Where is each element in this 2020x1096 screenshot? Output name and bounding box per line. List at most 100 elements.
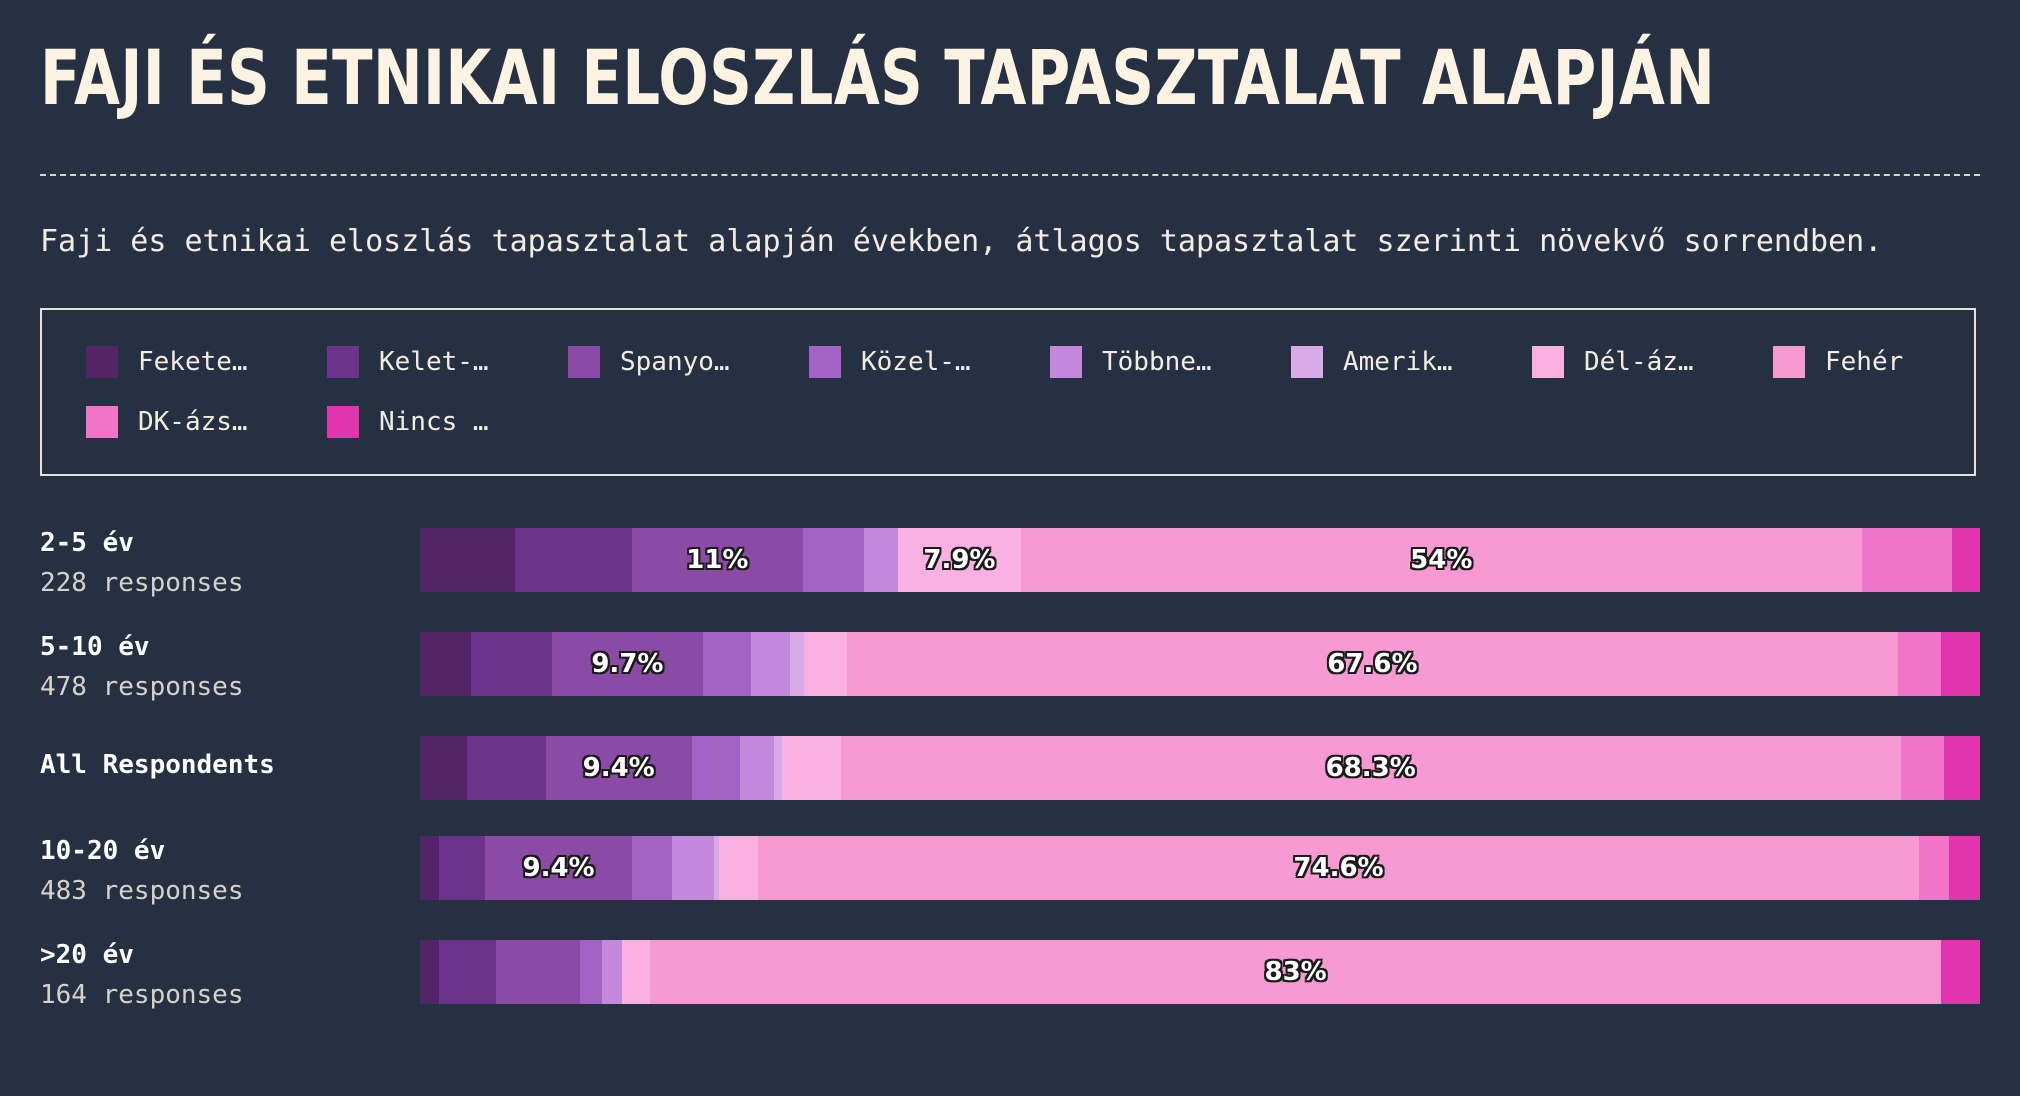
row-label: >20 év: [40, 940, 134, 970]
bar-segment[interactable]: 11%: [631, 528, 803, 592]
bar-segment[interactable]: 68.3%: [840, 736, 1901, 800]
bar-segment[interactable]: [631, 836, 673, 900]
bar-segment[interactable]: [420, 632, 472, 696]
title-divider: [40, 174, 1980, 176]
data-label: 67.6%: [1327, 649, 1418, 679]
legend-label: Spanyo…: [620, 347, 730, 377]
legend-swatch: [86, 406, 118, 438]
data-label: 68.3%: [1325, 753, 1416, 783]
bar-segment[interactable]: [622, 940, 651, 1004]
legend-label: Amerik…: [1343, 347, 1453, 377]
bar-segment[interactable]: [420, 940, 439, 1004]
legend-swatch: [568, 346, 600, 378]
row-response-count: 478 responses: [40, 672, 244, 702]
legend-label: Kelet-…: [379, 347, 489, 377]
legend-label: Fehér: [1825, 347, 1904, 377]
bar-segment[interactable]: [1951, 528, 1980, 592]
bar-segment[interactable]: [1900, 736, 1945, 800]
bar-segment[interactable]: 9.4%: [545, 736, 692, 800]
data-label: 9.4%: [522, 853, 595, 883]
bar-segment[interactable]: [601, 940, 623, 1004]
bar-segment[interactable]: [863, 528, 898, 592]
bar-segment[interactable]: [466, 736, 546, 800]
bar-segment[interactable]: [672, 836, 715, 900]
bar-segment[interactable]: [781, 736, 841, 800]
bar-segment[interactable]: 83%: [650, 940, 1942, 1004]
bar-segment[interactable]: [718, 836, 758, 900]
legend-item[interactable]: Fekete…: [86, 344, 248, 380]
data-label: 54%: [1410, 545, 1473, 575]
legend-label: DK-ázs…: [138, 407, 248, 437]
legend-item[interactable]: Nincs …: [327, 404, 489, 440]
bar-segment[interactable]: [1944, 736, 1980, 800]
legend-item[interactable]: Fehér: [1773, 344, 1903, 380]
bar-segment[interactable]: 54%: [1020, 528, 1862, 592]
bar-segment[interactable]: 7.9%: [897, 528, 1021, 592]
bar-segment[interactable]: [803, 632, 848, 696]
bar-segment[interactable]: [1861, 528, 1952, 592]
bar-segment[interactable]: [438, 940, 497, 1004]
stacked-bar: 9.4% 74.6%: [420, 836, 1980, 900]
bar-segment[interactable]: [580, 940, 602, 1004]
bar-segment[interactable]: [471, 632, 553, 696]
data-label: 11%: [686, 545, 749, 575]
row-response-count: 164 responses: [40, 980, 244, 1010]
bar-segment[interactable]: [802, 528, 864, 592]
legend-swatch: [1291, 346, 1323, 378]
chart-title: FAJI ÉS ETNIKAI ELOSZLÁS TAPASZTALAT ALA…: [40, 33, 1716, 122]
bar-segment[interactable]: [420, 836, 439, 900]
bar-segment[interactable]: [702, 632, 751, 696]
legend-swatch: [327, 346, 359, 378]
data-label: 7.9%: [923, 545, 996, 575]
bar-segment[interactable]: [1919, 836, 1949, 900]
stacked-bar: 9.7% 67.6%: [420, 632, 1980, 696]
bar-segment[interactable]: 9.4%: [485, 836, 632, 900]
data-label: 9.7%: [591, 649, 664, 679]
legend-item[interactable]: DK-ázs…: [86, 404, 248, 440]
bar-segment[interactable]: [496, 940, 581, 1004]
legend-label: Dél-áz…: [1584, 347, 1694, 377]
bar-segment[interactable]: [750, 632, 790, 696]
bar-segment[interactable]: [789, 632, 804, 696]
bar-segment[interactable]: 67.6%: [847, 632, 1898, 696]
legend-swatch: [1050, 346, 1082, 378]
legend-swatch: [1532, 346, 1564, 378]
row-label: 10-20 év: [40, 836, 166, 866]
legend-item[interactable]: Többne…: [1050, 344, 1212, 380]
legend-item[interactable]: Spanyo…: [568, 344, 730, 380]
bar-segment[interactable]: [714, 836, 719, 900]
chart-subtitle: Faji és etnikai eloszlás tapasztalat ala…: [40, 224, 1883, 259]
legend-label: Többne…: [1102, 347, 1212, 377]
row-label: 5-10 év: [40, 632, 150, 662]
legend-item[interactable]: Kelet-…: [327, 344, 489, 380]
data-label: 83%: [1264, 957, 1327, 987]
bar-segment[interactable]: [420, 528, 515, 592]
legend-item[interactable]: Dél-áz…: [1532, 344, 1694, 380]
data-label: 74.6%: [1293, 853, 1384, 883]
legend-swatch: [809, 346, 841, 378]
bar-segment[interactable]: [438, 836, 486, 900]
bar-segment[interactable]: [1948, 836, 1980, 900]
legend-swatch: [1773, 346, 1805, 378]
stacked-bar: 11% 7.9% 54%: [420, 528, 1980, 592]
row-label: 2-5 év: [40, 528, 134, 558]
bar-segment[interactable]: [739, 736, 774, 800]
legend: Fekete… Kelet-… Spanyo… Közel-… Többne… Ameri…: [40, 308, 1976, 476]
stacked-bar: 9.4% 68.3%: [420, 736, 1980, 800]
bar-segment[interactable]: [773, 736, 782, 800]
bar-segment[interactable]: 74.6%: [757, 836, 1920, 900]
bar-segment[interactable]: [1897, 632, 1942, 696]
row-label: All Respondents: [40, 750, 275, 780]
bar-segment[interactable]: [1941, 940, 1980, 1004]
bar-segment[interactable]: [1941, 632, 1980, 696]
bar-segment[interactable]: [514, 528, 632, 592]
legend-item[interactable]: Amerik…: [1291, 344, 1453, 380]
bar-segment[interactable]: [420, 736, 467, 800]
bar-segment[interactable]: [691, 736, 740, 800]
legend-item[interactable]: Közel-…: [809, 344, 971, 380]
legend-label: Fekete…: [138, 347, 248, 377]
legend-label: Nincs …: [379, 407, 489, 437]
bar-segment[interactable]: 9.7%: [552, 632, 703, 696]
legend-label: Közel-…: [861, 347, 971, 377]
